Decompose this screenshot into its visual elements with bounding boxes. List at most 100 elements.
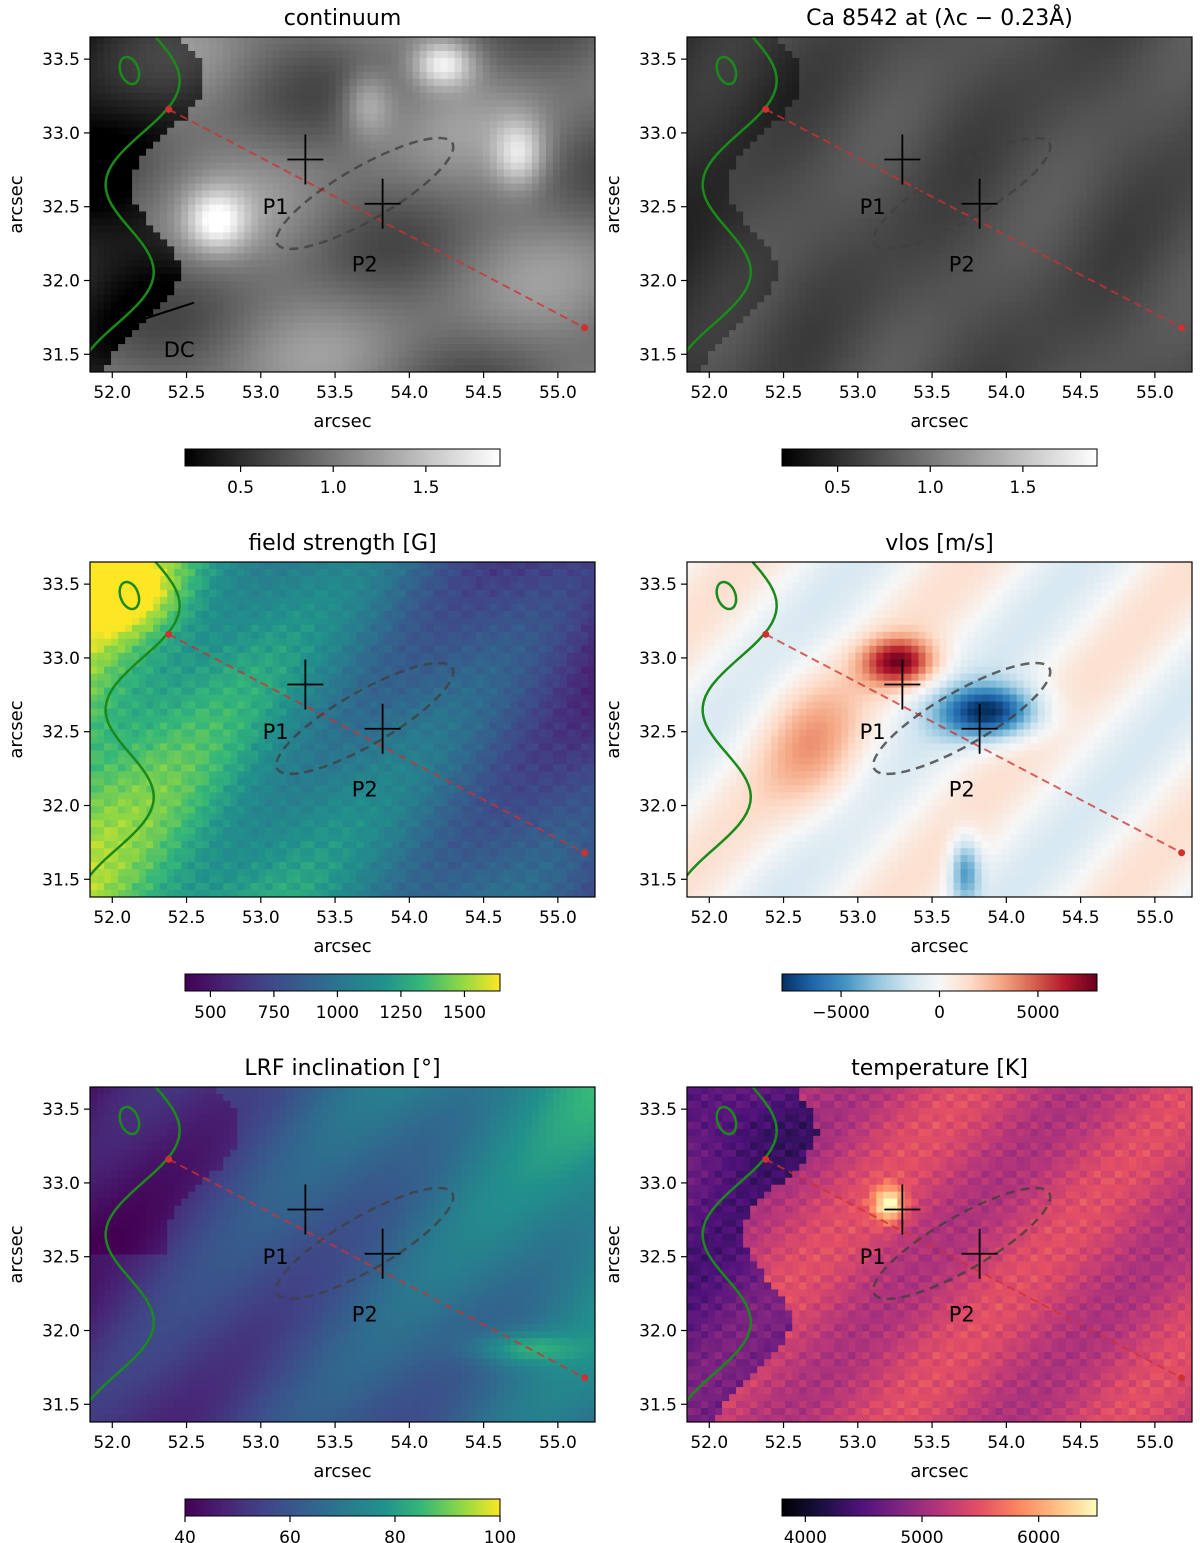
cross-marker (961, 1228, 998, 1279)
marker-label-p1: P1 (860, 720, 886, 744)
x-tick-label: 52.5 (168, 383, 206, 403)
marker-label-p2: P2 (949, 253, 975, 277)
x-tick-label: 53.5 (913, 383, 951, 403)
colorbar-tick-label: 1.0 (320, 478, 347, 498)
cross-marker (961, 178, 998, 229)
panel-ca8542: Ca 8542 at (λc − 0.23Å) P1 P2 52.0 52.5 53.0 5… (603, 4, 1193, 498)
marker-label-p2: P2 (352, 1303, 378, 1327)
region-ellipse (275, 136, 455, 251)
axes-frame (89, 36, 596, 373)
contour-island (118, 55, 141, 86)
colorbar-tick-label: 0.5 (227, 478, 254, 498)
y-tick-label: 33.0 (639, 124, 677, 144)
x-tick-label: 52.0 (690, 908, 728, 928)
x-tick-label: 52.0 (93, 383, 131, 403)
y-tick-label: 31.5 (42, 1395, 80, 1415)
y-tick-label: 31.5 (42, 870, 80, 890)
marker-label-p1: P1 (860, 1245, 886, 1269)
axes-frame (686, 561, 1193, 898)
colorbar-tick-label: 1500 (443, 1003, 486, 1023)
panel-title: field strength [G] (248, 531, 436, 556)
panel-title: vlos [m/s] (885, 531, 994, 556)
region-ellipse (872, 136, 1052, 251)
colorbar-tick-label: 5000 (900, 1528, 943, 1543)
umbra-contour (687, 562, 778, 878)
x-tick-label: 53.5 (316, 383, 354, 403)
x-tick-label: 52.0 (93, 908, 131, 928)
colorbar: −5000 0 5000 (781, 973, 1098, 1023)
heatmap-image (90, 562, 595, 897)
panel-field: field strength [G] P1 P2 52.0 52.5 53.0 53.5 54… (6, 531, 596, 1023)
y-tick-label: 32.0 (639, 272, 677, 292)
y-tick-label: 33.5 (42, 50, 80, 70)
contour-island (118, 1105, 141, 1136)
y-tick-label: 32.0 (42, 797, 80, 817)
colorbar-tick-label: 4000 (784, 1528, 827, 1543)
colorbar-tick-label: −5000 (812, 1003, 870, 1023)
y-tick-label: 32.5 (639, 723, 677, 743)
x-tick-label: 53.0 (839, 1433, 877, 1453)
y-axis-label: arcsec (603, 1225, 624, 1283)
x-axis-label: arcsec (313, 411, 371, 432)
marker-label-p2: P2 (352, 778, 378, 802)
colorbar: 0.5 1.0 1.5 (781, 448, 1098, 498)
colorbar: 4000 5000 6000 (781, 1498, 1098, 1543)
x-tick-label: 54.0 (390, 1433, 428, 1453)
cross-marker (287, 134, 324, 185)
x-tick-label: 55.0 (539, 383, 577, 403)
x-tick-label: 52.5 (168, 908, 206, 928)
x-tick-label: 53.0 (839, 908, 877, 928)
x-axis-label: arcsec (910, 936, 968, 957)
dc-arrow-head (122, 316, 138, 329)
x-tick-label: 54.0 (390, 383, 428, 403)
dc-label: DC (164, 338, 195, 362)
panel-temp: temperature [K] P1 P2 52.0 52.5 53.0 53.5 54.0 5… (603, 1056, 1193, 1543)
cross-marker (884, 659, 921, 710)
y-tick-label: 31.5 (639, 870, 677, 890)
marker-label-p1: P1 (263, 195, 289, 219)
y-tick-label: 32.5 (42, 198, 80, 218)
colorbar-tick-label: 1.5 (412, 478, 439, 498)
panel-vlos: vlos [m/s] P1 P2 52.0 52.5 53.0 53.5 54.0 54.5 55… (603, 531, 1193, 1023)
marker-label-p1: P1 (860, 195, 886, 219)
colorbar-tick-label: 80 (384, 1528, 406, 1543)
y-tick-label: 33.5 (639, 50, 677, 70)
marker-label-p2: P2 (949, 1303, 975, 1327)
x-tick-label: 54.5 (465, 908, 503, 928)
slit-end-dot (1178, 1374, 1186, 1382)
x-tick-label: 53.0 (242, 383, 280, 403)
y-tick-label: 31.5 (639, 1395, 677, 1415)
x-tick-label: 52.0 (93, 1433, 131, 1453)
colorbar-tick-label: 60 (279, 1528, 301, 1543)
x-tick-label: 54.0 (987, 383, 1025, 403)
marker-label-p1: P1 (263, 1245, 289, 1269)
colorbar-tick-label: 1.0 (917, 478, 944, 498)
x-tick-label: 54.5 (465, 1433, 503, 1453)
marker-label-p1: P1 (263, 720, 289, 744)
region-ellipse (872, 661, 1052, 776)
y-tick-label: 33.5 (42, 575, 80, 595)
colorbar-tick-label: 750 (258, 1003, 290, 1023)
slit-start-dot (762, 1155, 770, 1163)
colorbar-tick-label: 1.5 (1009, 478, 1036, 498)
slit-end-dot (581, 324, 589, 332)
y-tick-label: 31.5 (639, 345, 677, 365)
umbra-contour (687, 37, 778, 353)
marker-label-p2: P2 (949, 778, 975, 802)
y-axis-label: arcsec (603, 175, 624, 233)
y-tick-label: 33.5 (639, 575, 677, 595)
x-tick-label: 52.5 (765, 908, 803, 928)
y-tick-label: 32.0 (639, 797, 677, 817)
umbra-contour (687, 1087, 778, 1403)
slit-start-dot (165, 630, 173, 638)
dc-arrow (130, 301, 195, 325)
colorbar-tick-label: 500 (194, 1003, 226, 1023)
y-tick-label: 33.5 (639, 1100, 677, 1120)
x-tick-label: 54.5 (1062, 908, 1100, 928)
slit-end-dot (581, 849, 589, 857)
slit-start-dot (762, 105, 770, 113)
contour-island (715, 1105, 738, 1136)
x-tick-label: 53.0 (242, 908, 280, 928)
x-tick-label: 53.5 (316, 1433, 354, 1453)
